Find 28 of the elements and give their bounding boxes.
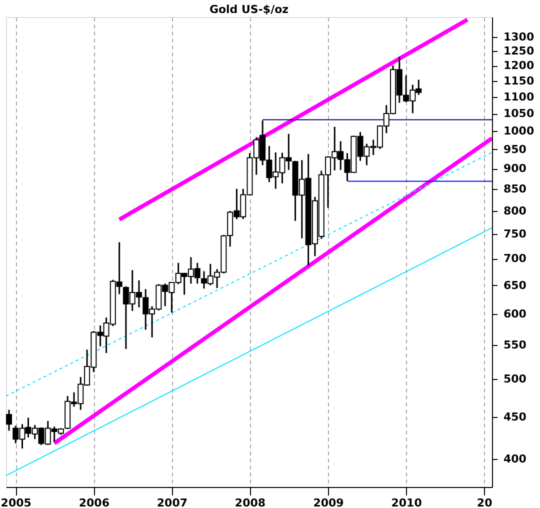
y-tick-label: 900 — [504, 162, 527, 176]
x-tick-label: 2006 — [78, 496, 110, 508]
x-tick-label: 2010 — [391, 496, 422, 508]
x-tick-label: 20 — [476, 496, 493, 508]
y-tick-label: 500 — [504, 372, 527, 386]
x-tick-label: 2008 — [234, 496, 266, 508]
y-tick-label: 650 — [504, 278, 527, 292]
x-tick-label: 2007 — [156, 496, 188, 508]
y-tick-label: 950 — [504, 142, 527, 156]
y-tick-label: 1150 — [504, 74, 534, 88]
chart-title: Gold US-$/oz — [209, 3, 289, 16]
y-tick-label: 800 — [504, 204, 527, 218]
y-tick-label: 700 — [504, 252, 527, 266]
y-tick-label: 450 — [504, 410, 527, 424]
y-tick-label: 1050 — [504, 107, 534, 120]
y-tick-label: 750 — [504, 228, 527, 241]
x-tick-label: 2005 — [0, 496, 32, 508]
x-tick-label: 2009 — [313, 496, 344, 508]
y-tick-label: 400 — [504, 452, 527, 466]
y-tick-label: 1000 — [504, 124, 534, 138]
y-tick-label: 1200 — [504, 59, 534, 72]
candlestick — [6, 409, 12, 432]
y-tick-label: 850 — [504, 182, 527, 196]
y-tick-label: 550 — [504, 338, 527, 352]
y-tick-label: 600 — [504, 307, 527, 320]
y-tick-label: 1300 — [504, 30, 534, 44]
y-tick-label: 1100 — [504, 90, 534, 104]
y-tick-label: 1250 — [504, 44, 534, 58]
